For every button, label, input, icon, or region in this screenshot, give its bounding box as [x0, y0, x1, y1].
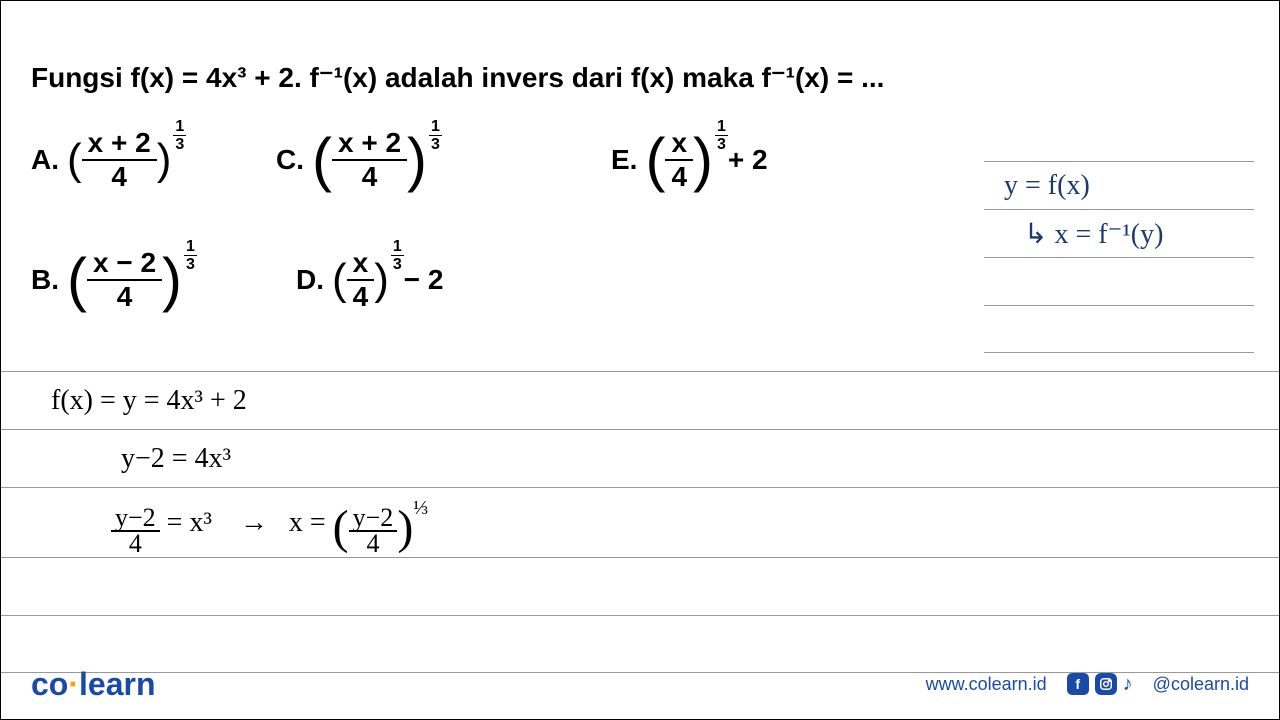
option-c-denominator: 4: [362, 161, 378, 191]
question-text: Fungsi f(x) = 4x³ + 2. f⁻¹(x) adalah inv…: [31, 61, 1249, 94]
option-d-exp-den: 3: [393, 256, 402, 273]
option-a-exp-num: 1: [173, 119, 186, 136]
option-d-exp-num: 1: [391, 239, 404, 256]
note-line-empty: [984, 257, 1254, 305]
paren-right: ): [693, 136, 713, 184]
work-lhs-den: 4: [129, 532, 142, 555]
option-b-numerator: x − 2: [87, 249, 162, 281]
option-b-denominator: 4: [117, 281, 133, 311]
option-e-label: E.: [611, 144, 637, 176]
option-e-exp-num: 1: [715, 119, 728, 136]
option-c-exp-num: 1: [429, 119, 442, 136]
work-mid: = x³ → x =: [160, 507, 333, 539]
option-e-denominator: 4: [671, 161, 687, 191]
note-line-1: y = f(x): [984, 161, 1254, 209]
work-exp: ⅓: [413, 497, 428, 520]
work-rhs-den: 4: [366, 532, 379, 555]
option-c[interactable]: C. ( x + 2 4 ) 1 3: [276, 129, 442, 191]
social-icons: f ♪: [1067, 673, 1133, 696]
work-rhs-num: y−2: [349, 506, 398, 531]
option-e-exp-den: 3: [717, 136, 726, 153]
instagram-icon[interactable]: [1095, 673, 1117, 695]
facebook-icon[interactable]: f: [1067, 673, 1089, 695]
paren-left: (: [332, 265, 347, 296]
option-d-numerator: x: [347, 249, 375, 281]
paren-right: ): [162, 256, 182, 304]
work-line-3: y−2 4 = x³ → x = ( y−2 4 ) ⅓: [1, 487, 1279, 557]
option-c-exp-den: 3: [431, 136, 440, 153]
option-c-label: C.: [276, 144, 304, 176]
work-paren-r: ): [397, 514, 413, 543]
work-paren-l: (: [333, 514, 349, 543]
note-line-2: ↳ x = f⁻¹(y): [984, 209, 1254, 257]
note-line-empty2: [984, 305, 1254, 353]
logo-co: co: [31, 666, 68, 702]
paren-right: ): [157, 145, 172, 176]
option-e-numerator: x: [665, 129, 693, 161]
option-a-denominator: 4: [111, 161, 127, 191]
tiktok-icon[interactable]: ♪: [1123, 673, 1133, 696]
option-a-numerator: x + 2: [82, 129, 157, 161]
work-area: f(x) = y = 4x³ + 2 y−2 = 4x³ y−2 4 = x³ …: [1, 371, 1279, 673]
paren-right: ): [407, 136, 427, 184]
work-lhs-num: y−2: [111, 506, 160, 531]
paren-left: (: [645, 136, 665, 184]
option-a[interactable]: A. ( x + 2 4 ) 1 3: [31, 129, 186, 191]
work-line-4: [1, 557, 1279, 615]
option-d-tail: − 2: [404, 264, 444, 296]
work-line-1: f(x) = y = 4x³ + 2: [1, 371, 1279, 429]
logo-learn: learn: [79, 666, 155, 702]
footer-handle: @colearn.id: [1153, 674, 1249, 695]
option-b-exp-num: 1: [184, 239, 197, 256]
option-d[interactable]: D. ( x 4 ) 1 3 − 2: [296, 249, 444, 311]
paren-right: ): [374, 265, 389, 296]
option-c-numerator: x + 2: [332, 129, 407, 161]
option-b-exp-den: 3: [186, 256, 195, 273]
option-a-label: A.: [31, 144, 59, 176]
option-e-tail: + 2: [728, 144, 768, 176]
paren-left: (: [312, 136, 332, 184]
option-a-exp-den: 3: [175, 136, 184, 153]
option-d-label: D.: [296, 264, 324, 296]
logo-dot: ·: [68, 666, 79, 702]
footer: co·learn www.colearn.id f ♪ @colearn.id: [1, 649, 1279, 719]
notes-box: y = f(x) ↳ x = f⁻¹(y): [984, 161, 1254, 353]
footer-url[interactable]: www.colearn.id: [926, 674, 1047, 695]
option-e[interactable]: E. ( x 4 ) 1 3 + 2: [611, 129, 768, 191]
paren-left: (: [67, 256, 87, 304]
option-d-denominator: 4: [353, 281, 369, 311]
logo: co·learn: [31, 666, 155, 703]
option-b-label: B.: [31, 264, 59, 296]
work-line-2: y−2 = 4x³: [1, 429, 1279, 487]
option-b[interactable]: B. ( x − 2 4 ) 1 3: [31, 249, 197, 311]
paren-left: (: [67, 145, 82, 176]
